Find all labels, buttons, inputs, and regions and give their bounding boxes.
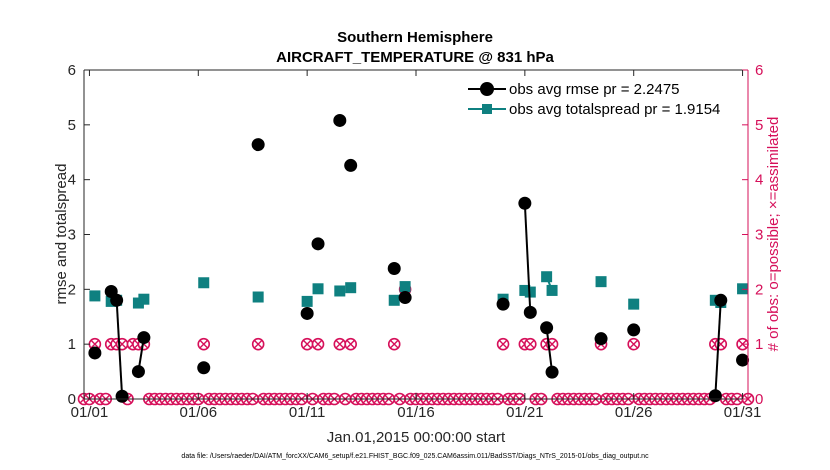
- obs-count-marker: [333, 337, 347, 351]
- rmse-point: [736, 353, 750, 367]
- spread-point: [334, 285, 346, 297]
- y-tick-label: 0: [68, 391, 76, 408]
- rmse-point: [197, 361, 211, 375]
- rmse-point: [496, 297, 510, 311]
- spread-point: [595, 276, 607, 288]
- obs-count-marker: [496, 337, 510, 351]
- obs-assimilated-cross: [525, 339, 535, 349]
- obs-count-marker: [311, 337, 325, 351]
- y2-tick-label: 3: [755, 227, 763, 244]
- rmse-line-segment: [714, 300, 722, 396]
- rmse-point: [115, 389, 129, 403]
- spread-point: [252, 291, 264, 303]
- rmse-point: [523, 305, 537, 319]
- y-tick-label: 2: [68, 281, 76, 298]
- obs-assimilated-cross: [346, 339, 356, 349]
- obs-count-marker: [387, 337, 401, 351]
- obs-assimilated-cross: [498, 339, 508, 349]
- spread-point: [89, 290, 101, 302]
- obs-assimilated-cross: [302, 339, 312, 349]
- obs-count-marker: [627, 337, 641, 351]
- legend-box: [462, 76, 740, 120]
- x-tick-label: 01/16: [397, 404, 435, 421]
- spread-point: [345, 282, 357, 294]
- rmse-point: [387, 261, 401, 275]
- rmse-point: [540, 321, 554, 335]
- spread-point: [198, 277, 210, 289]
- obs-assimilated-cross: [389, 339, 399, 349]
- y2-tick-label: 5: [755, 117, 763, 134]
- rmse-point: [545, 365, 559, 379]
- spread-point: [138, 293, 150, 305]
- x-axis-label: Jan.01,2015 00:00:00 start: [327, 429, 506, 446]
- rmse-point: [110, 293, 124, 307]
- x-tick-label: 01/21: [506, 404, 544, 421]
- rmse-point: [311, 237, 325, 251]
- obs-assimilated-cross: [253, 339, 263, 349]
- x-tick-label: 01/11: [289, 404, 325, 421]
- data-file-footnote: data file: /Users/raeder/DAI/ATM_forcXX/…: [181, 453, 649, 460]
- rmse-point: [344, 158, 358, 172]
- y-tick-label: 4: [68, 172, 76, 189]
- spread-point: [737, 283, 749, 295]
- rmse-point: [714, 293, 728, 307]
- obs-count-marker: [344, 337, 357, 351]
- legend: obs avg rmse pr = 2.2475 obs avg totalspr…: [462, 76, 740, 120]
- spread-point: [628, 298, 640, 310]
- rmse-point: [131, 365, 145, 379]
- obs-count-marker: [197, 337, 211, 351]
- obs-assimilated-cross: [629, 339, 639, 349]
- y-tick-label: 3: [68, 227, 76, 244]
- rmse-point: [137, 331, 151, 345]
- x-tick-label: 01/26: [615, 404, 653, 421]
- legend-spread-label: obs avg totalspread pr = 1.9154: [509, 101, 720, 118]
- rmse-point: [300, 306, 314, 320]
- obs-assimilated-cross: [90, 339, 100, 349]
- y-axis-label: rmse and totalspread: [53, 164, 70, 305]
- rmse-point: [627, 323, 641, 337]
- x-tick-label: 01/06: [180, 404, 218, 421]
- spread-point: [541, 271, 553, 283]
- y-tick-label: 6: [68, 62, 76, 79]
- legend-spread-marker: [482, 104, 492, 114]
- x-tick-label: 01/01: [71, 404, 109, 421]
- rmse-point: [88, 346, 102, 360]
- legend-rmse-marker: [480, 82, 494, 96]
- y2-tick-label: 6: [755, 62, 763, 79]
- rmse-line-segment: [545, 327, 554, 373]
- rmse-line-segment: [523, 203, 532, 313]
- spread-point: [388, 294, 400, 306]
- rmse-point: [594, 332, 608, 346]
- spread-point: [301, 295, 313, 307]
- x-tick-label: 01/31: [724, 404, 762, 421]
- obs-count-marker: [251, 337, 265, 351]
- obs-count-marker: [523, 337, 537, 351]
- rmse-point: [708, 389, 722, 403]
- rmse-line-segment: [115, 300, 124, 397]
- y-tick-label: 5: [68, 117, 76, 134]
- rmse-point: [333, 113, 347, 127]
- obs-assimilated-cross: [335, 339, 345, 349]
- rmse-point: [251, 138, 265, 152]
- y2-tick-label: 4: [755, 172, 763, 189]
- y2-tick-label: 1: [755, 336, 763, 353]
- obs-assimilated-cross: [199, 339, 209, 349]
- spread-point: [546, 284, 558, 296]
- legend-rmse-label: obs avg rmse pr = 2.2475: [509, 81, 680, 98]
- chart-title: Southern Hemisphere: [337, 29, 493, 46]
- obs-count-marker: [714, 337, 728, 351]
- obs-assimilated-cross: [313, 339, 323, 349]
- spread-point: [312, 283, 324, 295]
- rmse-point: [518, 196, 532, 210]
- y-tick-label: 1: [68, 336, 76, 353]
- spread-point: [399, 281, 411, 293]
- chart-subtitle: AIRCRAFT_TEMPERATURE @ 831 hPa: [276, 49, 554, 66]
- y2-tick-label: 0: [755, 391, 763, 408]
- rmse-point: [398, 291, 412, 305]
- obs-count-marker: [300, 337, 314, 351]
- y2-axis-label: # of obs: o=possible; ×=assimilated: [765, 117, 782, 352]
- y2-tick-label: 2: [755, 281, 763, 298]
